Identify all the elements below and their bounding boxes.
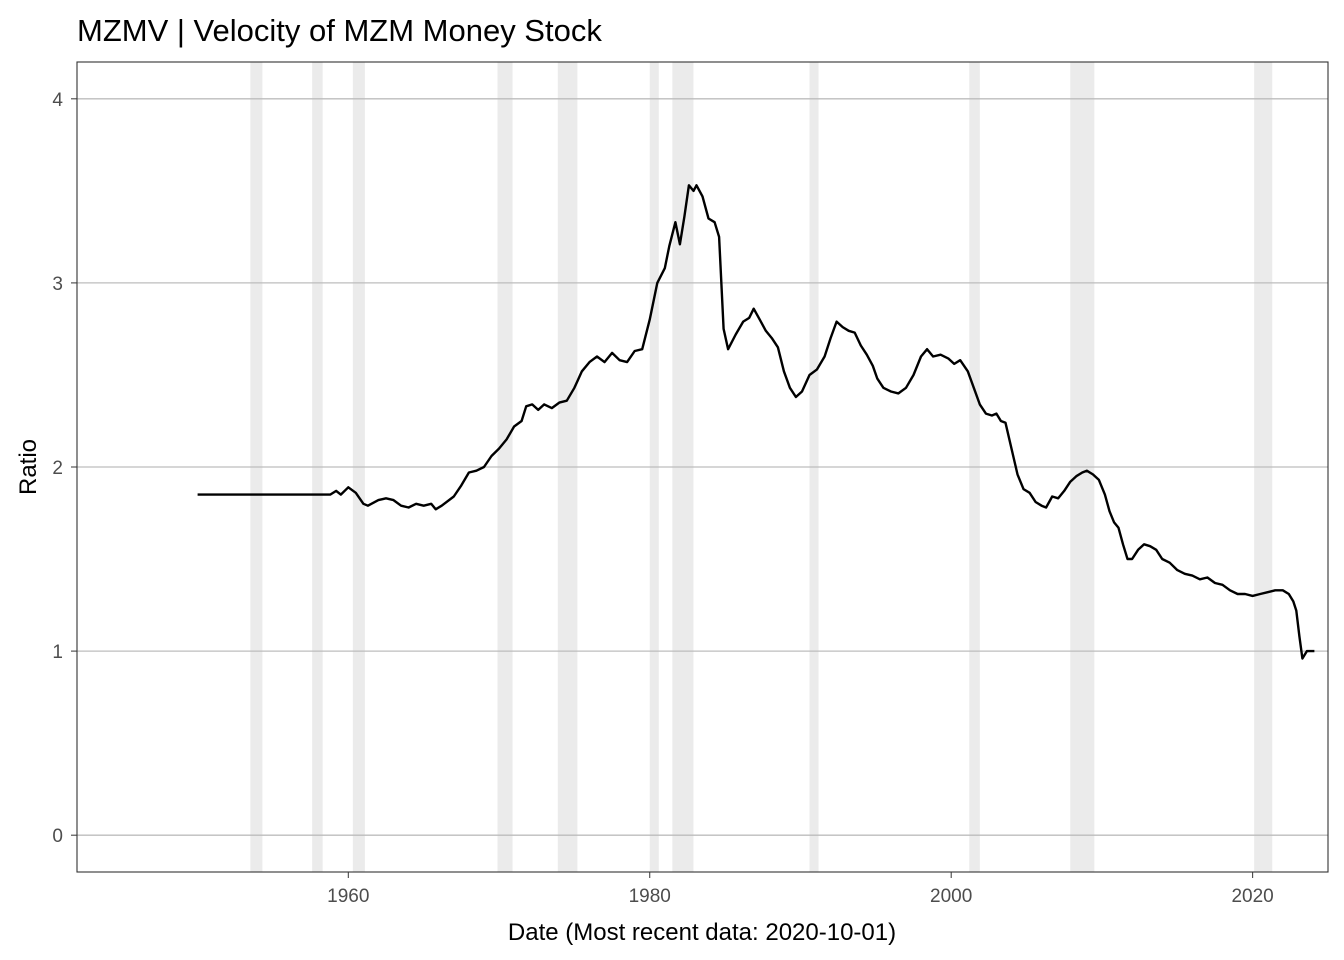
x-tick-label: 1980 bbox=[629, 886, 671, 907]
y-axis-title: Ratio bbox=[15, 439, 42, 495]
y-tick-label: 1 bbox=[52, 642, 63, 663]
series-line bbox=[197, 184, 1315, 660]
x-tick-label: 1960 bbox=[327, 886, 369, 907]
chart-title: MZMV | Velocity of MZM Money Stock bbox=[77, 13, 602, 48]
y-axis: 0 1 2 3 4 bbox=[52, 90, 77, 847]
x-axis-title: Date (Most recent data: 2020-10-01) bbox=[508, 919, 896, 946]
y-tick-label: 2 bbox=[52, 458, 63, 479]
y-tick-label: 3 bbox=[52, 274, 63, 295]
x-tick-label: 2000 bbox=[930, 886, 972, 907]
y-tick-label: 4 bbox=[52, 90, 63, 111]
x-axis: 1960 1980 2000 2020 bbox=[327, 872, 1274, 907]
y-tick-label: 0 bbox=[52, 826, 63, 847]
gridlines bbox=[77, 98, 1328, 836]
x-tick-label: 2020 bbox=[1231, 886, 1273, 907]
